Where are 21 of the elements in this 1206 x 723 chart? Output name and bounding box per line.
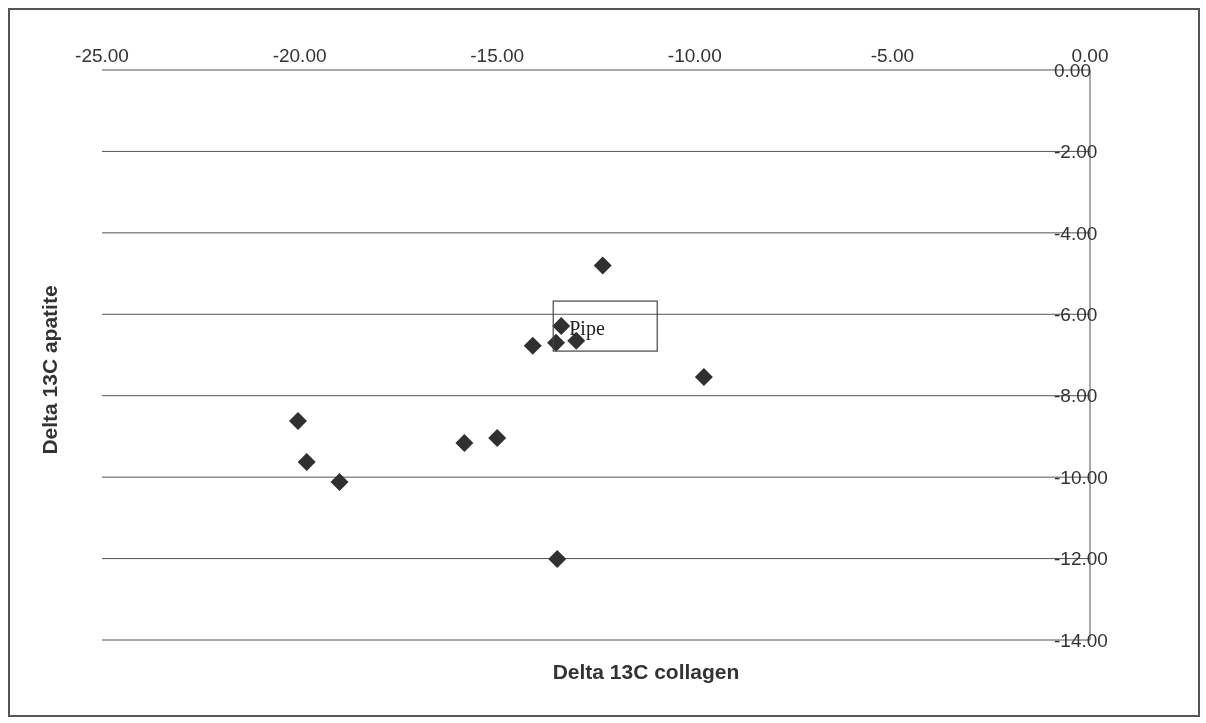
annotation: Pipe: [569, 316, 605, 340]
point: [593, 256, 612, 275]
y-tick-label: -4.00: [1054, 222, 1098, 244]
x-axis-title: Delta 13C collagen: [551, 660, 741, 684]
point: [297, 453, 316, 472]
y-tick-label: -14.00: [1054, 629, 1108, 651]
x-tick-label: -15.00: [470, 45, 525, 66]
x-tick-label: -20.00: [272, 45, 327, 66]
x-tick-label: -10.00: [667, 45, 722, 66]
point: [289, 411, 308, 430]
point: [488, 429, 507, 448]
y-tick-label: -10.00: [1054, 466, 1108, 488]
x-tick-label: -25.00: [75, 45, 129, 66]
y-axis-title: Delta 13C apatite: [38, 285, 62, 455]
point: [523, 336, 542, 355]
point: [455, 433, 474, 452]
point: [552, 317, 571, 336]
point: [548, 549, 567, 568]
point: [330, 473, 349, 492]
point: [694, 367, 713, 386]
x-tick-label: -5.00: [870, 45, 915, 66]
